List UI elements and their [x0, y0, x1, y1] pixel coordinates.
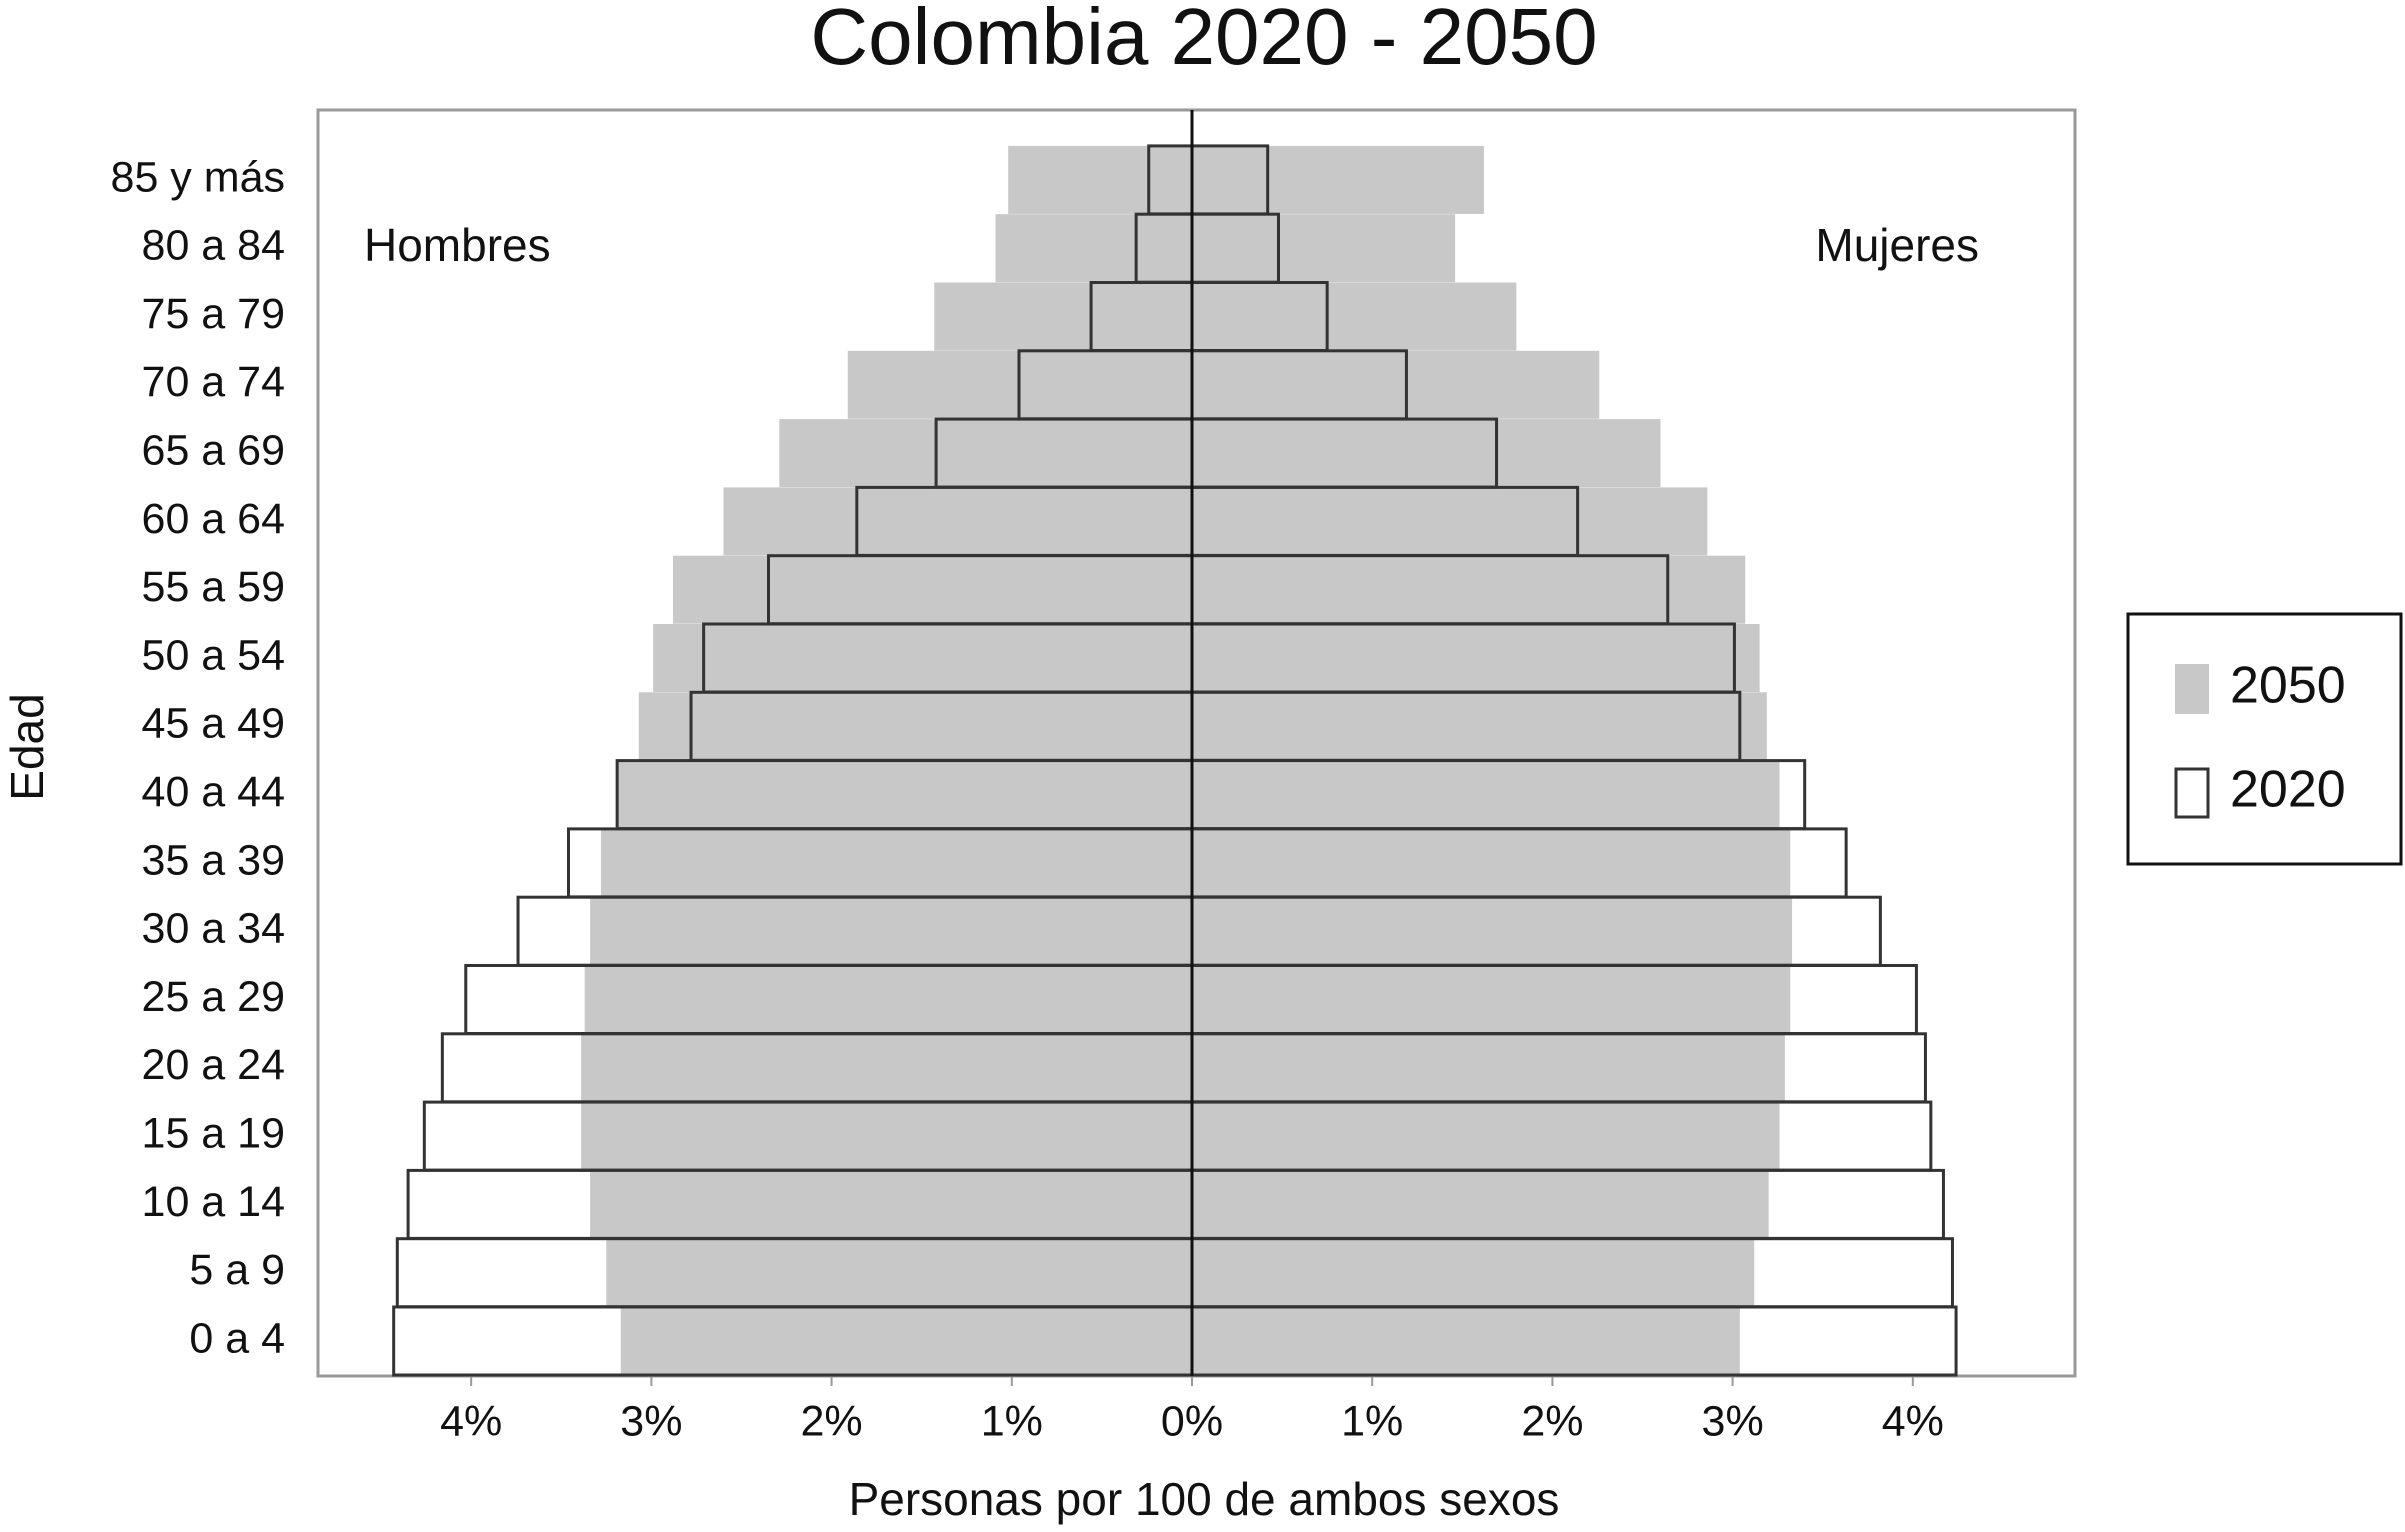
x-tick-label: 1%	[981, 1397, 1043, 1445]
y-tick-label: 80 a 84	[142, 222, 285, 270]
x-tick-label: 2%	[801, 1397, 863, 1445]
bar	[1191, 419, 1661, 488]
bar	[638, 692, 1192, 761]
y-tick-label: 50 a 54	[142, 631, 285, 679]
bar	[1191, 1238, 1755, 1307]
bar	[723, 487, 1192, 556]
bar	[673, 555, 1192, 624]
bar	[1191, 214, 1456, 283]
bar	[1191, 760, 1780, 829]
bar	[934, 282, 1192, 351]
left-label: Hombres	[364, 219, 551, 271]
legend-swatch	[2175, 664, 2209, 714]
bar	[1008, 145, 1192, 214]
y-tick-label: 35 a 39	[142, 836, 285, 884]
y-tick-label: 45 a 49	[142, 700, 285, 748]
bar	[1191, 1307, 1740, 1375]
bar	[1191, 897, 1793, 966]
bar	[1191, 145, 1484, 214]
y-tick-label: 0 a 4	[189, 1314, 285, 1362]
bar	[1191, 1033, 1785, 1102]
y-tick-label: 25 a 29	[142, 973, 285, 1021]
chart-title: Colombia 2020 - 2050	[810, 0, 1597, 81]
right-label: Mujeres	[1815, 219, 1979, 271]
bar	[1191, 487, 1708, 556]
y-tick-label: 10 a 14	[142, 1178, 285, 1226]
legend-box	[2126, 612, 2403, 866]
bar	[620, 1307, 1192, 1375]
y-tick-label: 85 y más	[111, 153, 285, 201]
y-tick-label: 65 a 69	[142, 426, 285, 474]
legend-swatch	[2174, 767, 2210, 819]
y-tick-label: 15 a 19	[142, 1109, 285, 1157]
bar	[1191, 692, 1767, 761]
bar	[581, 1033, 1192, 1102]
bar	[1191, 555, 1746, 624]
bar	[995, 214, 1192, 283]
y-tick-label: 5 a 9	[189, 1246, 285, 1294]
bar	[590, 1170, 1192, 1239]
legend-label: 2020	[2230, 761, 2346, 819]
x-tick-label: 3%	[620, 1397, 682, 1445]
y-tick-label: 40 a 44	[142, 768, 285, 816]
bar	[779, 419, 1192, 488]
bar	[1191, 350, 1600, 419]
bar	[590, 897, 1192, 966]
bar	[584, 965, 1192, 1034]
y-axis-label: Edad	[1, 693, 53, 800]
bar	[1191, 1102, 1780, 1171]
bar	[1191, 828, 1791, 897]
bar	[1191, 1170, 1769, 1239]
bar	[653, 624, 1192, 692]
bar	[1191, 282, 1517, 351]
bar	[1191, 965, 1791, 1034]
bar	[1191, 624, 1760, 692]
y-tick-label: 30 a 34	[142, 905, 285, 953]
y-tick-label: 20 a 24	[142, 1041, 285, 1089]
bar	[600, 828, 1192, 897]
x-tick-label: 4%	[440, 1397, 502, 1445]
x-tick-label: 3%	[1702, 1397, 1764, 1445]
bar	[581, 1102, 1192, 1171]
y-tick-label: 70 a 74	[142, 358, 285, 406]
legend-label: 2050	[2230, 657, 2346, 715]
bar	[617, 760, 1192, 829]
bar	[606, 1238, 1192, 1307]
x-tick-label: 1%	[1341, 1397, 1403, 1445]
x-tick-label: 0%	[1161, 1397, 1223, 1445]
y-tick-label: 75 a 79	[142, 290, 285, 338]
x-tick-label: 4%	[1882, 1397, 1944, 1445]
x-axis-label: Personas por 100 de ambos sexos	[849, 1473, 1560, 1525]
y-tick-label: 55 a 59	[142, 563, 285, 611]
x-tick-label: 2%	[1521, 1397, 1583, 1445]
y-tick-label: 60 a 64	[142, 495, 285, 543]
